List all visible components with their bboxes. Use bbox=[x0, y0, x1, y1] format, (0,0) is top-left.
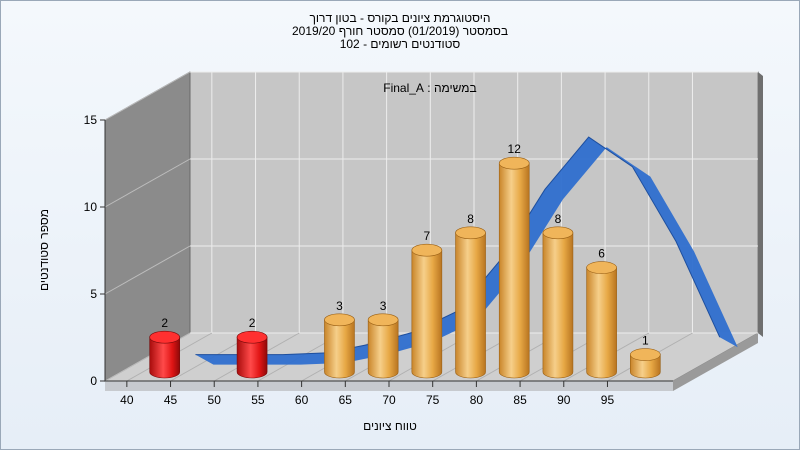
bar-cap bbox=[411, 243, 443, 257]
x-tick-label: 70 bbox=[382, 393, 396, 407]
bar-value-label: 2 bbox=[161, 316, 168, 330]
x-tick-label: 90 bbox=[557, 393, 571, 407]
x-tick-label: 95 bbox=[601, 393, 615, 407]
bar-72.5: 7 bbox=[411, 229, 443, 379]
x-tick-label: 65 bbox=[339, 393, 353, 407]
x-tick-label: 60 bbox=[295, 393, 309, 407]
chart-title-line-2: בסמסטר (01/2019) סמסטר חורף 2019/20 bbox=[291, 24, 509, 38]
bar-92.5: 6 bbox=[586, 247, 617, 379]
axes-group: 0 5 10 15 40 45 50 55 60 65 70 75 80 85 90 95 bbox=[84, 113, 673, 407]
bar-body bbox=[630, 354, 661, 379]
y-tick-label: 15 bbox=[84, 113, 98, 127]
grid-line-side bbox=[104, 158, 191, 208]
y-tick-label: 0 bbox=[90, 374, 97, 388]
chart-title-line-1: היסטוגרמת ציונים בקורס - בטון דרוך bbox=[309, 11, 491, 25]
bar-body bbox=[236, 336, 268, 379]
bar-body bbox=[498, 162, 530, 379]
chart-title-line-3: סטודנטים רשומים - 102 bbox=[339, 37, 461, 51]
bar-value-label: 6 bbox=[598, 247, 605, 261]
bar-cap bbox=[367, 313, 399, 327]
y-tick-label: 10 bbox=[84, 200, 98, 214]
bar-cap bbox=[324, 313, 355, 327]
bar-body bbox=[586, 267, 617, 379]
x-tick-label: 80 bbox=[470, 393, 484, 407]
bar-77.5: 8 bbox=[455, 212, 486, 379]
bar-body bbox=[542, 232, 574, 379]
bar-value-label: 8 bbox=[467, 212, 474, 226]
bar-cap bbox=[149, 330, 180, 344]
bar-value-label: 12 bbox=[508, 142, 522, 156]
bars-group: 2 2 3 3 7 8 12 8 6 1 bbox=[149, 142, 661, 379]
bar-cap bbox=[542, 226, 574, 240]
grid-line-side bbox=[104, 71, 191, 121]
bar-value-label: 2 bbox=[249, 316, 256, 330]
bar-body bbox=[367, 319, 399, 379]
right-wall-edge bbox=[758, 72, 763, 337]
x-tick-label: 40 bbox=[120, 393, 134, 407]
bar-52.5: 2 bbox=[236, 316, 268, 379]
bar-value-label: 7 bbox=[424, 229, 431, 243]
bar-87.5: 8 bbox=[542, 212, 574, 379]
floor-edge-right bbox=[673, 333, 758, 391]
y-axis-title: מספר סטודנטים bbox=[37, 209, 51, 291]
x-tick-label: 55 bbox=[251, 393, 265, 407]
bar-67.5: 3 bbox=[367, 299, 399, 379]
bar-body bbox=[149, 336, 180, 379]
bar-body bbox=[324, 319, 355, 379]
bar-cap bbox=[630, 348, 661, 361]
x-tick-label: 50 bbox=[208, 393, 222, 407]
assignment-annotation: במשימה : Final_A bbox=[383, 81, 476, 95]
bar-cap bbox=[586, 261, 617, 274]
bar-42.5: 2 bbox=[149, 316, 180, 379]
bar-cap bbox=[498, 156, 530, 170]
bar-value-label: 3 bbox=[336, 299, 343, 313]
bar-97.5: 1 bbox=[630, 334, 661, 379]
bar-value-label: 8 bbox=[555, 212, 562, 226]
grid-line-side bbox=[104, 245, 191, 295]
bar-body bbox=[411, 249, 443, 379]
y-tick-label: 5 bbox=[90, 287, 97, 301]
x-tick-label: 45 bbox=[164, 393, 178, 407]
bar-body bbox=[455, 232, 486, 379]
x-tick-label: 85 bbox=[513, 393, 527, 407]
bar-62.5: 3 bbox=[324, 299, 355, 379]
bar-cap bbox=[236, 330, 268, 344]
bar-82.5: 12 bbox=[498, 142, 530, 379]
x-axis-title: טווח ציונים bbox=[363, 419, 417, 433]
bar-value-label: 3 bbox=[380, 299, 387, 313]
bar-cap bbox=[455, 226, 486, 240]
x-tick-label: 75 bbox=[426, 393, 440, 407]
bar-value-label: 1 bbox=[642, 334, 649, 348]
